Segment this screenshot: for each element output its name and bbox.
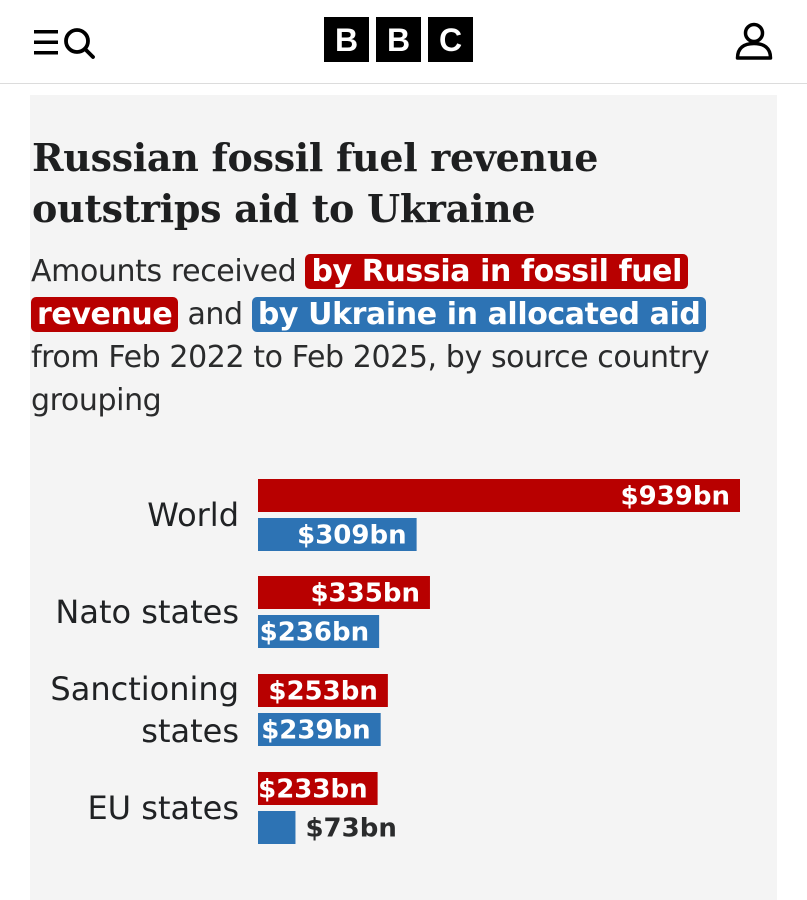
menu-search-button[interactable] <box>32 24 108 60</box>
data-label: $253bn <box>268 677 377 707</box>
logo-letter: B <box>376 17 421 62</box>
data-label: $309bn <box>297 521 406 551</box>
category-label: states <box>141 712 239 750</box>
category-label: Sanctioning <box>50 670 239 708</box>
bar-russia <box>258 479 740 512</box>
data-label: $239bn <box>261 716 370 746</box>
subtitle-text-before: Amounts received <box>31 254 297 289</box>
bar-ukraine <box>258 615 380 648</box>
search-icon <box>64 28 95 59</box>
bar-ukraine <box>258 518 417 551</box>
logo-letter: B <box>324 17 369 62</box>
bar-russia <box>258 674 388 707</box>
data-label: $73bn <box>305 814 396 844</box>
chart-title: Russian fossil fuel revenue outstrips ai… <box>32 135 599 231</box>
category-label: World <box>147 496 239 534</box>
bar-russia <box>258 576 430 609</box>
site-header: B B C <box>0 0 807 84</box>
bar-ukraine <box>258 811 296 844</box>
account-icon[interactable] <box>734 21 774 61</box>
data-label: $939bn <box>621 482 730 512</box>
subtitle-text-after: from Feb 2022 to Feb 2025, by source cou… <box>31 340 710 418</box>
category-label: Nato states <box>55 593 239 631</box>
data-label: $335bn <box>310 579 419 609</box>
chart-subtitle: Amounts received by Russia in fossil fue… <box>31 250 771 422</box>
subtitle-text-middle: and <box>187 297 243 332</box>
data-label: $233bn <box>258 775 367 805</box>
bar-ukraine <box>258 713 381 746</box>
bar-russia <box>258 772 378 805</box>
data-label: $236bn <box>260 618 369 648</box>
menu-icon <box>34 30 58 55</box>
legend-ukraine-highlight: by Ukraine in allocated aid <box>251 297 707 332</box>
logo-letter: C <box>428 17 473 62</box>
bbc-logo[interactable]: B B C <box>324 17 473 62</box>
category-label: EU states <box>87 789 239 827</box>
